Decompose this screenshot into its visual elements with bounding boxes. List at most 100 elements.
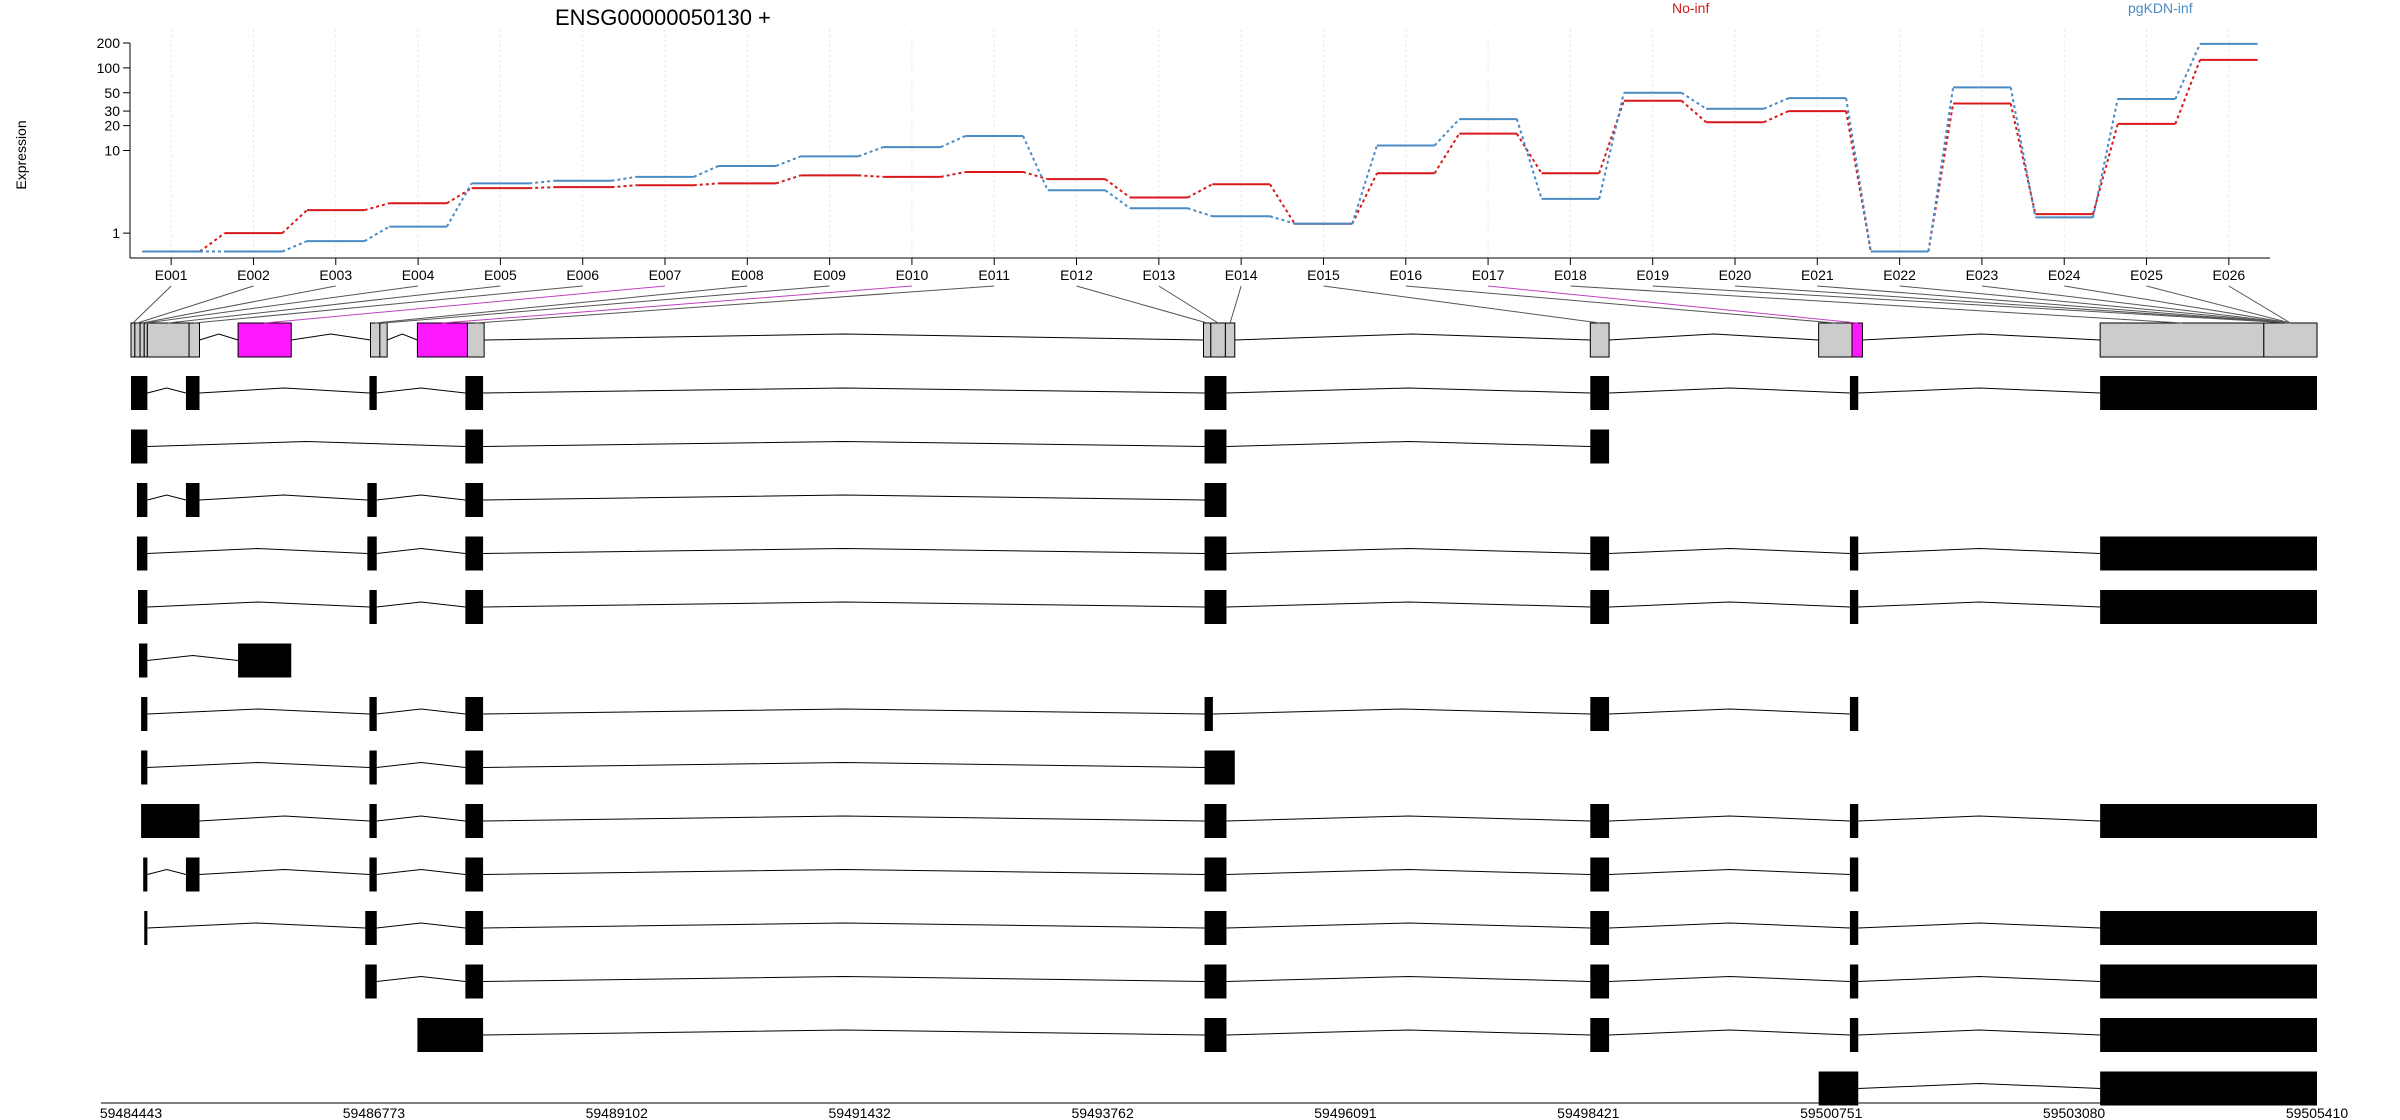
exon-connector-line (1405, 285, 1836, 324)
genomic-axis-label: 59498421 (1557, 1105, 1620, 1120)
transcript-exon (143, 857, 148, 892)
transcript-intron (376, 922, 466, 929)
series-pgkdn-inf-connector (611, 175, 637, 182)
transcript-exon (1849, 1018, 1859, 1052)
genomic-axis-label: 59503080 (2043, 1105, 2106, 1120)
exon-connector-line (1076, 285, 1208, 324)
transcript-intron (1858, 387, 2101, 394)
transcript-exon (1204, 483, 1227, 517)
genomic-axis-label: 59486773 (343, 1105, 406, 1120)
genomic-axis-label: 59500751 (1800, 1105, 1863, 1120)
genomic-axis-label: 59496091 (1314, 1105, 1377, 1120)
series-pgkdn-inf-connector (446, 182, 473, 228)
transcript-intron (483, 547, 1205, 554)
transcript-intron (1212, 708, 1591, 715)
collapsed-exon-bin (416, 322, 468, 358)
transcript-intron (1226, 601, 1591, 608)
transcript-exon (2100, 590, 2317, 624)
transcript-intron (1226, 547, 1591, 554)
x-tick-label: E023 (1966, 267, 1999, 283)
transcript-intron (1609, 547, 1850, 554)
x-tick-label: E008 (731, 267, 764, 283)
collapsed-exon-bin (2099, 322, 2265, 358)
transcript-exon (465, 964, 484, 999)
series-no-inf-connector (199, 232, 226, 253)
transcript-intron (1226, 387, 1591, 394)
series-no-inf-connector (1927, 103, 1955, 252)
transcript-intron (1858, 1029, 2101, 1036)
series-no-inf-connector (1598, 100, 1625, 174)
exon-connector-line (2146, 285, 2291, 324)
x-tick-label: E011 (978, 267, 1010, 283)
exon-connector-line (1981, 285, 2291, 324)
exon-connector-line (475, 285, 995, 324)
genomic-axis-label: 59489102 (586, 1105, 649, 1120)
transcript-intron (376, 547, 466, 554)
transcript-intron (376, 708, 466, 715)
series-pgkdn-inf-connector (2092, 98, 2119, 218)
transcript-intron (483, 922, 1205, 929)
series-pgkdn-inf-connector (1763, 97, 1789, 110)
transcript-intron (147, 922, 366, 929)
transcript-exon (1204, 1018, 1227, 1052)
series-pgkdn-inf-connector (1680, 91, 1707, 110)
y-tick-label: 50 (104, 85, 120, 101)
transcript-intron (1609, 387, 1850, 394)
collapsed-exon-bin (1818, 322, 1853, 358)
transcript-intron (1858, 815, 2101, 822)
transcript-exon (465, 590, 484, 624)
transcript-exon (367, 536, 377, 571)
transcript-intron (147, 708, 370, 715)
transcript-exon (1590, 536, 1610, 571)
transcript-exon (1204, 750, 1235, 785)
series-no-inf-connector (364, 202, 390, 212)
x-tick-label: E025 (2130, 267, 2163, 283)
transcript-exon (1204, 536, 1227, 571)
transcript-intron (376, 761, 466, 768)
x-tick-label: E001 (155, 267, 188, 283)
series-pgkdn-inf-connector (529, 179, 554, 185)
transcript-exon (1204, 857, 1227, 892)
exon-connector-line (168, 285, 501, 324)
transcript-exon (1849, 536, 1859, 571)
transcript-intron (1609, 1029, 1850, 1036)
transcript-intron (1858, 975, 2101, 982)
x-tick-label: E022 (1883, 267, 1916, 283)
transcript-exon (136, 536, 148, 571)
exon-connector-line (145, 285, 419, 324)
transcript-exon (1590, 964, 1610, 999)
x-tick-label: E019 (1636, 267, 1669, 283)
series-no-inf-connector (281, 209, 308, 234)
transcript-intron (147, 868, 187, 875)
transcript-intron (483, 761, 1205, 768)
series-pgkdn-inf-connector (2174, 43, 2201, 100)
exon-connector-line (1570, 285, 2183, 324)
exon-connector-line (1734, 285, 2291, 324)
collapsed-exon-bin (1851, 322, 1863, 358)
transcript-exon (144, 911, 148, 945)
series-pgkdn-inf-connector (940, 135, 966, 148)
series-pgkdn-inf-connector (281, 240, 308, 253)
series-no-inf-connector (1022, 170, 1049, 181)
transcript-exon (1204, 911, 1227, 945)
exon-connector-line (2064, 285, 2291, 324)
collapsed-intron (1609, 333, 1819, 341)
exon-connector-line (1899, 285, 2291, 324)
transcript-exon (238, 643, 292, 678)
transcript-intron (483, 868, 1205, 875)
transcript-intron (147, 601, 370, 608)
transcript-exon (1590, 857, 1610, 892)
collapsed-exon-bin (237, 322, 292, 358)
y-tick-label: 10 (104, 143, 120, 159)
genomic-axis-label: 59484443 (100, 1105, 163, 1120)
x-tick-label: E020 (1719, 267, 1752, 283)
transcript-exon (1204, 804, 1227, 838)
x-tick-label: E005 (484, 267, 517, 283)
transcript-intron (1609, 868, 1850, 875)
x-tick-label: E024 (2048, 267, 2081, 283)
transcript-exon (1849, 804, 1859, 838)
transcript-intron (1858, 601, 2101, 608)
exon-connector-line (2228, 285, 2291, 324)
legend-label-pgkdn-inf: pgKDN-inf (2128, 0, 2193, 16)
transcript-exon (1204, 376, 1227, 410)
